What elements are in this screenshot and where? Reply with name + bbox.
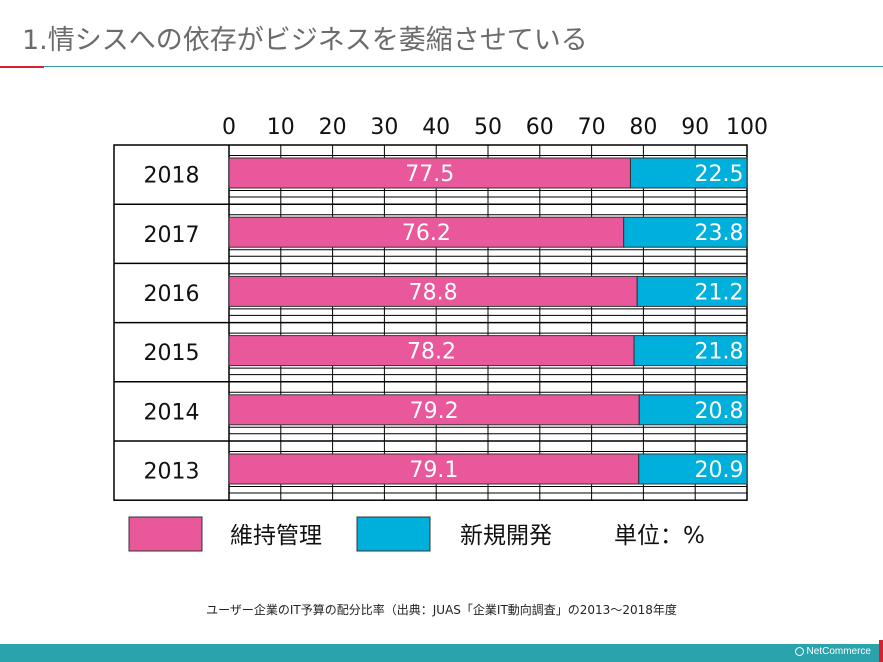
data-label-new-development: 20.9 [695, 458, 744, 483]
brand-logo: NetCommerce [794, 646, 871, 657]
bar-new-development [638, 453, 748, 485]
data-label-maintenance: 79.2 [410, 399, 459, 424]
brand-name: NetCommerce [806, 646, 871, 657]
data-label-maintenance: 79.1 [409, 458, 458, 483]
title-rule [44, 66, 883, 67]
chart-caption: ユーザー企業のIT予算の配分比率（出典：JUAS「企業IT動向調査」の2013～… [206, 603, 677, 617]
category-label: 2016 [144, 282, 200, 307]
chart: 0 10 20 30 40 50 60 70 80 90 100 2018 77.5 22.5 2017 76… [113, 115, 768, 552]
axis-tick-label: 40 [422, 115, 450, 140]
bar-new-development [633, 335, 748, 367]
data-label-new-development: 21.8 [695, 340, 744, 365]
bar-new-development [629, 157, 748, 189]
axis-tick-label: 10 [267, 115, 295, 140]
bar-new-development [636, 275, 748, 307]
unit-label: 単位：% [614, 523, 705, 549]
axis-tick-label: 50 [474, 115, 502, 140]
legend-label-new-development: 新規開発 [460, 523, 552, 549]
data-label-maintenance: 78.8 [409, 280, 458, 305]
data-label-maintenance: 78.2 [407, 340, 456, 365]
data-label-new-development: 23.8 [695, 221, 744, 246]
axis-tick-label: 0 [222, 115, 236, 140]
category-label: 2015 [144, 341, 200, 366]
data-label-new-development: 20.8 [695, 399, 744, 424]
data-label-maintenance: 77.5 [405, 162, 454, 187]
legend-label-maintenance: 維持管理 [230, 523, 322, 549]
data-label-maintenance: 76.2 [402, 221, 451, 246]
bar-maintenance [228, 335, 635, 367]
axis-tick-label: 60 [526, 115, 554, 140]
bar-maintenance [228, 394, 640, 426]
axis-tick-label: 100 [726, 115, 768, 140]
brand-globe-icon [794, 647, 804, 656]
category-label: 2013 [144, 460, 200, 485]
axis-tick-label: 70 [578, 115, 606, 140]
axis-tick-label: 90 [681, 115, 709, 140]
category-label: 2017 [144, 223, 200, 248]
category-label: 2014 [144, 400, 200, 425]
axis-tick-label: 80 [629, 115, 657, 140]
axis-tick-label: 30 [370, 115, 398, 140]
category-label: 2018 [144, 164, 200, 189]
bar-maintenance [228, 453, 640, 485]
bar-new-development [638, 394, 748, 426]
footer-accent [879, 640, 883, 662]
data-label-new-development: 21.2 [695, 280, 744, 305]
bar-maintenance [228, 157, 631, 189]
footer-bar [0, 644, 883, 662]
slide-title: 1.情シスへの依存がビジネスを萎縮させている [22, 25, 588, 56]
data-label-new-development: 22.5 [695, 162, 744, 187]
bar-maintenance [228, 275, 638, 307]
legend-swatch-new-development [356, 516, 431, 552]
legend-swatch-maintenance [128, 516, 203, 552]
bar-new-development [623, 216, 748, 248]
title-rule-accent [0, 66, 44, 68]
axis-tick-label: 20 [319, 115, 347, 140]
